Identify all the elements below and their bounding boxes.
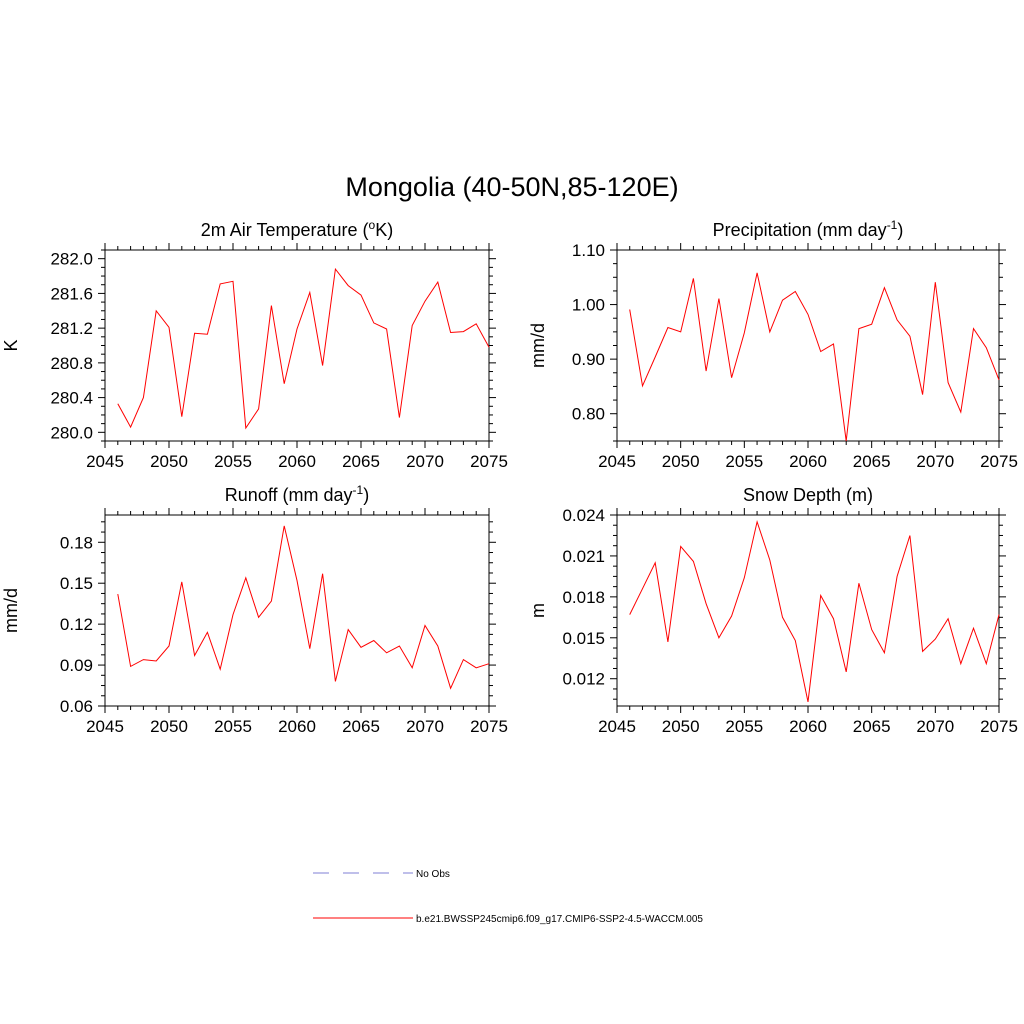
snow-depth-x-tick-label: 2070 bbox=[916, 717, 954, 736]
snow-depth-y-axis-label: m bbox=[528, 603, 548, 618]
panel-air-temperature: 2045 2050 2055 2060 2065 2070 2075 280.0 280.4 28… bbox=[1, 218, 508, 471]
snow-depth-y-tick-label: 0.021 bbox=[562, 547, 605, 566]
precipitation-x-tick-label: 2050 bbox=[662, 452, 700, 471]
panel-snow-depth: 2045 2050 2055 2060 2065 2070 2075 0.012 0.015 0.… bbox=[528, 485, 1018, 736]
runoff-x-tick-label: 2070 bbox=[406, 717, 444, 736]
air-temperature-y-tick-label: 280.0 bbox=[50, 423, 93, 442]
legend-label-no-obs: No Obs bbox=[416, 869, 450, 880]
runoff-panel-title: Runoff (mm day-1) bbox=[225, 483, 369, 505]
runoff-y-tick-label: 0.15 bbox=[60, 574, 93, 593]
precipitation-y-tick-label: 0.90 bbox=[572, 350, 605, 369]
precipitation-y-tick-label: 1.00 bbox=[572, 296, 605, 315]
panel-runoff: 2045 2050 2055 2060 2065 2070 2075 0.06 0.09 0.12… bbox=[1, 483, 508, 736]
snow-depth-y-tick-label: 0.015 bbox=[562, 629, 605, 648]
panel-precipitation: 2045 2050 2055 2060 2065 2070 2075 0.80 0.90 1.00… bbox=[528, 218, 1018, 471]
snow-depth-x-tick-label: 2045 bbox=[598, 717, 636, 736]
precipitation-series-line bbox=[629, 272, 1000, 442]
snow-depth-x-tick-label: 2075 bbox=[980, 717, 1018, 736]
air-temperature-series-line bbox=[117, 267, 490, 430]
runoff-x-tick-label: 2055 bbox=[214, 717, 252, 736]
runoff-plot-frame bbox=[104, 514, 490, 707]
runoff-x-tick-label: 2060 bbox=[278, 717, 316, 736]
air-temperature-y-tick-label: 281.6 bbox=[50, 284, 93, 303]
legend: No Obs b.e21.BWSSP245cmip6.f09_g17.CMIP6… bbox=[313, 869, 703, 925]
snow-depth-y-tick-label: 0.018 bbox=[562, 588, 605, 607]
precipitation-x-tick-label: 2055 bbox=[725, 452, 763, 471]
air-temperature-x-tick-label: 2065 bbox=[342, 452, 380, 471]
snow-depth-series-line bbox=[629, 519, 1000, 703]
air-temperature-x-tick-label: 2070 bbox=[406, 452, 444, 471]
runoff-x-tick-label: 2075 bbox=[470, 717, 508, 736]
air-temperature-x-tick-label: 2045 bbox=[86, 452, 124, 471]
runoff-y-axis-label: mm/d bbox=[1, 588, 21, 633]
runoff-x-tick-label: 2065 bbox=[342, 717, 380, 736]
air-temperature-y-tick-label: 282.0 bbox=[50, 250, 93, 269]
air-temperature-panel-title: 2m Air Temperature (oK) bbox=[201, 218, 393, 240]
precipitation-y-tick-label: 0.80 bbox=[572, 405, 605, 424]
air-temperature-x-tick-label: 2060 bbox=[278, 452, 316, 471]
air-temperature-x-tick-label: 2050 bbox=[150, 452, 188, 471]
snow-depth-x-tick-label: 2050 bbox=[662, 717, 700, 736]
runoff-y-tick-label: 0.12 bbox=[60, 615, 93, 634]
snow-depth-y-tick-label: 0.012 bbox=[562, 670, 605, 689]
legend-label-model: b.e21.BWSSP245cmip6.f09_g17.CMIP6-SSP2-4… bbox=[416, 914, 703, 925]
precipitation-x-tick-label: 2070 bbox=[916, 452, 954, 471]
snow-depth-panel-title: Snow Depth (m) bbox=[743, 485, 873, 505]
air-temperature-y-tick-label: 281.2 bbox=[50, 319, 93, 338]
snow-depth-plot-frame bbox=[616, 514, 1000, 707]
precipitation-y-tick-label: 1.10 bbox=[572, 241, 605, 260]
snow-depth-y-tick-label: 0.024 bbox=[562, 506, 605, 525]
runoff-y-tick-label: 0.18 bbox=[60, 533, 93, 552]
precipitation-x-tick-label: 2045 bbox=[598, 452, 636, 471]
runoff-x-tick-label: 2045 bbox=[86, 717, 124, 736]
precipitation-y-axis-label: mm/d bbox=[528, 323, 548, 368]
air-temperature-x-tick-label: 2075 bbox=[470, 452, 508, 471]
air-temperature-plot-frame bbox=[104, 249, 490, 442]
snow-depth-x-tick-label: 2065 bbox=[853, 717, 891, 736]
air-temperature-y-tick-label: 280.8 bbox=[50, 354, 93, 373]
figure-title: Mongolia (40-50N,85-120E) bbox=[345, 172, 678, 202]
air-temperature-x-tick-label: 2055 bbox=[214, 452, 252, 471]
air-temperature-y-tick-label: 280.4 bbox=[50, 389, 93, 408]
precipitation-x-tick-label: 2065 bbox=[853, 452, 891, 471]
runoff-y-tick-label: 0.06 bbox=[60, 697, 93, 716]
air-temperature-y-axis-label: K bbox=[1, 339, 21, 351]
runoff-series-line bbox=[117, 525, 490, 690]
precipitation-x-tick-label: 2060 bbox=[789, 452, 827, 471]
snow-depth-x-tick-label: 2055 bbox=[725, 717, 763, 736]
precipitation-x-tick-label: 2075 bbox=[980, 452, 1018, 471]
snow-depth-x-tick-label: 2060 bbox=[789, 717, 827, 736]
precipitation-plot-frame bbox=[616, 249, 1000, 442]
runoff-x-tick-label: 2050 bbox=[150, 717, 188, 736]
runoff-y-tick-label: 0.09 bbox=[60, 656, 93, 675]
precipitation-panel-title: Precipitation (mm day-1) bbox=[713, 218, 904, 240]
